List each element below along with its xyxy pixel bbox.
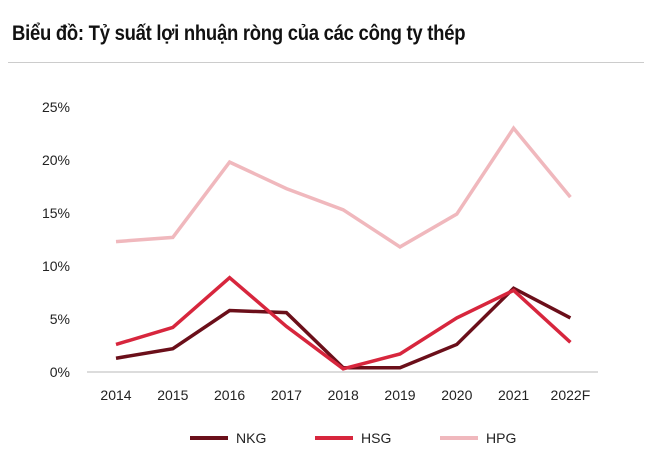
y-tick-label: 5%: [50, 311, 70, 327]
x-tick-label: 2014: [100, 387, 131, 403]
legend-label-nkg: NKG: [236, 430, 266, 446]
series-line-nkg: [115, 286, 572, 370]
chart-title: Biểu đồ: Tỷ suất lợi nhuận ròng của các …: [12, 22, 466, 45]
x-tick-label: 2020: [441, 387, 472, 403]
x-tick-label: 2018: [328, 387, 359, 403]
x-tick-label: 2017: [271, 387, 302, 403]
y-tick-label: 15%: [42, 205, 70, 221]
legend-label-hsg: HSG: [361, 430, 391, 446]
y-tick-label: 0%: [50, 364, 70, 380]
x-tick-label: 2022F: [551, 387, 591, 403]
x-tick-label: 2016: [214, 387, 245, 403]
y-tick-label: 20%: [42, 152, 70, 168]
series-line-hsg: [115, 275, 572, 371]
series-line-hpg: [115, 125, 572, 249]
x-tick-label: 2019: [384, 387, 415, 403]
title-divider: [8, 62, 644, 63]
x-tick-label: 2021: [498, 387, 529, 403]
legend-label-hpg: HPG: [486, 430, 516, 446]
y-tick-label: 10%: [42, 258, 70, 274]
y-tick-label: 25%: [42, 99, 70, 115]
x-tick-label: 2015: [157, 387, 188, 403]
